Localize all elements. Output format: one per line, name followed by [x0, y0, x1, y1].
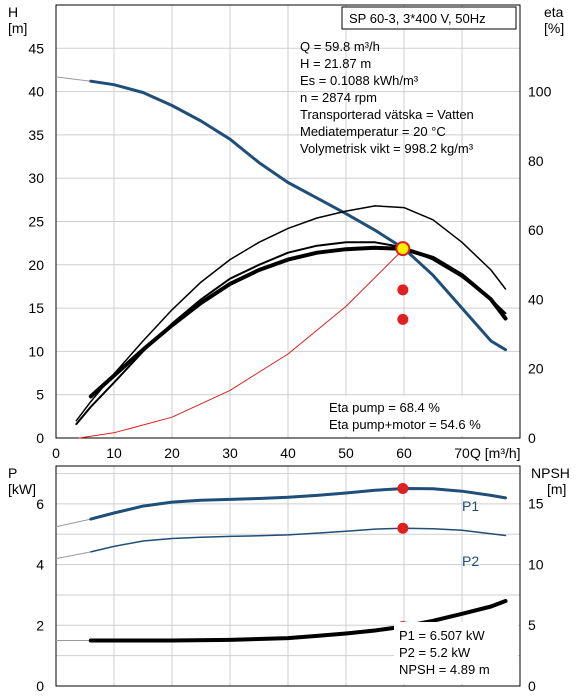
power-tick-label: 6 — [36, 496, 44, 512]
flow-tick-label: 50 — [338, 445, 354, 461]
pump-series-0 — [89, 79, 507, 352]
efficiency-box — [324, 396, 518, 436]
series-label-p1: P1 — [462, 498, 479, 514]
power-axis-label: P — [8, 465, 17, 481]
efficiency-info: Eta pump = 68.4 % Eta pump+motor = 54.6 … — [324, 396, 518, 436]
eta-tick-label: 20 — [528, 361, 544, 377]
series-extension-p2 — [55, 551, 91, 560]
info-flow: Q = 59.8 m³/h — [300, 39, 380, 54]
eta-tick-label: 0 — [528, 430, 536, 446]
title-box — [341, 6, 517, 30]
pump-curve-plot-frame — [55, 4, 521, 439]
flow-axis-ticks: 0 10 20 30 40 50 60 70 — [52, 445, 470, 461]
info-head: H = 21.87 m — [300, 56, 371, 71]
npsh-tick-label: 0 — [528, 678, 536, 694]
eta-tick-label: 80 — [528, 153, 544, 169]
duty-point-marker — [397, 522, 409, 534]
info-p1: P1 = 6.507 kW — [399, 628, 485, 643]
info-eta-pump-motor: Eta pump+motor = 54.6 % — [329, 417, 481, 432]
info-liquid: Transporterad vätska = Vatten — [300, 107, 474, 122]
flow-tick-label: 0 — [52, 445, 60, 461]
eta-tick-label: 100 — [528, 84, 552, 100]
flow-axis-label: Q [m³/h] — [470, 445, 521, 461]
power-npsh-plot-frame — [55, 465, 521, 687]
head-tick-label: 0 — [36, 430, 44, 446]
duty-point-marker — [397, 284, 409, 296]
npsh-tick-label: 15 — [528, 496, 544, 512]
duty-point-marker — [397, 483, 409, 495]
info-npsh: NPSH = 4.89 m — [399, 662, 490, 677]
flow-tick-label: 10 — [106, 445, 122, 461]
operating-info: Q = 59.8 m³/h H = 21.87 m Es = 0.1088 kW… — [300, 39, 474, 156]
head-axis-ticks: 0 5 10 15 20 25 30 35 40 45 — [28, 40, 44, 446]
flow-tick-label: 60 — [396, 445, 412, 461]
eta-tick-label: 40 — [528, 291, 544, 307]
pump-series-3 — [75, 205, 507, 422]
npsh-axis-unit: [m] — [547, 481, 566, 497]
power-tick-label: 4 — [36, 557, 44, 573]
info-temperature: Mediatemperatur = 20 °C — [300, 124, 446, 139]
npsh-tick-label: 5 — [528, 617, 536, 633]
series-extension-p1 — [55, 518, 91, 528]
duty-point-marker — [397, 313, 409, 325]
pump-curve-markers — [395, 241, 411, 325]
chart-title: SP 60-3, 3*400 V, 50Hz — [349, 11, 486, 26]
npsh-axis-ticks: 0 5 10 15 — [528, 496, 544, 694]
operating-point-marker — [395, 241, 411, 257]
series-line-p2 — [90, 527, 507, 553]
flow-tick-label: 70 — [454, 445, 470, 461]
power-tick-label: 0 — [36, 678, 44, 694]
power-axis-ticks: 0 2 4 6 — [36, 496, 44, 694]
series-line-p1 — [89, 487, 507, 521]
power-npsh-panel: P [kW] NPSH [m] 0 2 4 6 0 5 10 15 P1 P2 P1 = 6… — [8, 465, 570, 694]
info-p2: P2 = 5.2 kW — [399, 645, 471, 660]
power-axis-unit: [kW] — [8, 481, 36, 497]
info-speed: n = 2874 rpm — [300, 90, 377, 105]
eta-axis-unit: [%] — [544, 20, 564, 36]
pump-series-4 — [78, 248, 405, 439]
power-npsh-markers — [397, 483, 409, 633]
head-tick-label: 40 — [28, 84, 44, 100]
power-info-box — [394, 622, 518, 684]
pump-curve-grid — [56, 5, 520, 438]
power-tick-label: 2 — [36, 617, 44, 633]
info-energy: Es = 0.1088 kWh/m³ — [300, 73, 419, 88]
head-axis-label: H — [8, 4, 18, 20]
info-eta-pump: Eta pump = 68.4 % — [329, 400, 440, 415]
eta-axis-label: eta — [544, 4, 564, 20]
info-density: Volymetrisk vikt = 998.2 kg/m³ — [300, 141, 474, 156]
eta-axis-ticks: 0 20 40 60 80 100 — [528, 84, 552, 446]
head-tick-label: 5 — [36, 387, 44, 403]
flow-tick-label: 30 — [222, 445, 238, 461]
head-tick-label: 25 — [28, 214, 44, 230]
head-tick-label: 35 — [28, 127, 44, 143]
head-tick-label: 45 — [28, 40, 44, 56]
head-axis-unit: [m] — [8, 20, 27, 36]
series-label-p2: P2 — [462, 553, 479, 569]
series-line-npsh — [88, 599, 508, 643]
power-npsh-series — [55, 487, 508, 643]
head-tick-label: 15 — [28, 300, 44, 316]
head-tick-label: 20 — [28, 257, 44, 273]
npsh-axis-label: NPSH — [531, 465, 570, 481]
pump-curve-panel: H [m] eta [%] Q [m³/h] 0 5 10 15 20 25 30 35 40 4… — [8, 4, 564, 461]
pump-curve-series — [55, 76, 508, 439]
flow-tick-label: 20 — [164, 445, 180, 461]
head-tick-label: 10 — [28, 343, 44, 359]
power-info: P1 = 6.507 kW P2 = 5.2 kW NPSH = 4.89 m — [394, 622, 518, 684]
series-extension-0 — [55, 76, 91, 82]
flow-tick-label: 40 — [280, 445, 296, 461]
head-tick-label: 30 — [28, 170, 44, 186]
pump-series-2 — [88, 245, 508, 399]
npsh-tick-label: 10 — [528, 556, 544, 572]
eta-tick-label: 60 — [528, 222, 544, 238]
